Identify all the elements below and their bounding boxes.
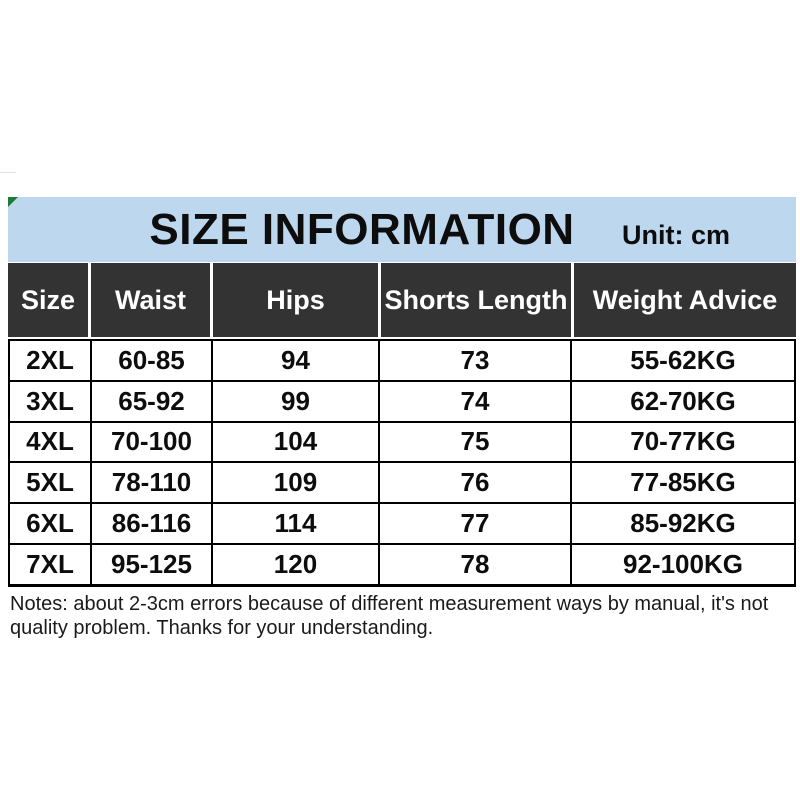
size-information-banner: SIZE INFORMATION Unit: cm: [8, 197, 796, 262]
excel-corner-marker-icon: [8, 197, 18, 207]
column-header-shorts-length: Shorts Length: [381, 263, 571, 337]
column-header-waist: Waist: [91, 263, 210, 337]
cell-waist: 86-116: [92, 504, 211, 543]
cell-hips: 104: [213, 422, 378, 462]
cell-shorts-length: 75: [380, 422, 570, 462]
cell-weight-advice: 62-70KG: [572, 381, 794, 421]
cell-size: 4XL: [10, 422, 90, 462]
cell-weight-advice: 77-85KG: [572, 463, 794, 503]
cell-waist: 70-100: [92, 422, 211, 462]
cell-waist: 65-92: [92, 381, 211, 421]
unit-label: Unit: cm: [622, 220, 730, 250]
cell-weight-advice: 70-77KG: [572, 422, 794, 462]
cell-shorts-length: 76: [380, 463, 570, 503]
cell-hips: 109: [213, 463, 378, 503]
cell-weight-advice: 92-100KG: [572, 544, 794, 584]
column-header-hips: Hips: [213, 263, 378, 337]
cell-shorts-length: 74: [380, 381, 570, 421]
size-table-body: 2XL 60-85 94 73 55-62KG 3XL 65-92 99 74 …: [8, 339, 796, 587]
cell-size: 5XL: [10, 463, 90, 503]
cell-waist: 95-125: [92, 544, 211, 584]
cell-weight-advice: 85-92KG: [572, 504, 794, 543]
edge-artifact-line: [0, 172, 16, 173]
cell-size: 7XL: [10, 544, 90, 584]
cell-shorts-length: 78: [380, 544, 570, 584]
notes-line-2: quality problem. Thanks for your underst…: [10, 617, 434, 639]
notes-line-1: Notes: about 2-3cm errors because of dif…: [10, 593, 769, 615]
cell-shorts-length: 77: [380, 504, 570, 543]
cell-waist: 78-110: [92, 463, 211, 503]
cell-size: 6XL: [10, 504, 90, 543]
cell-weight-advice: 55-62KG: [572, 341, 794, 380]
notes-text: Notes: about 2-3cm errors because of dif…: [10, 592, 792, 640]
cell-shorts-length: 73: [380, 341, 570, 380]
cell-size: 2XL: [10, 341, 90, 380]
column-header-size: Size: [8, 263, 88, 337]
size-table-header: Size Waist Hips Shorts Length Weight Adv…: [8, 263, 796, 337]
cell-hips: 114: [213, 504, 378, 543]
cell-hips: 99: [213, 381, 378, 421]
cell-size: 3XL: [10, 381, 90, 421]
cell-hips: 94: [213, 341, 378, 380]
column-header-weight-advice: Weight Advice: [574, 263, 796, 337]
cell-waist: 60-85: [92, 341, 211, 380]
cell-hips: 120: [213, 544, 378, 584]
page-title: SIZE INFORMATION: [149, 204, 575, 254]
